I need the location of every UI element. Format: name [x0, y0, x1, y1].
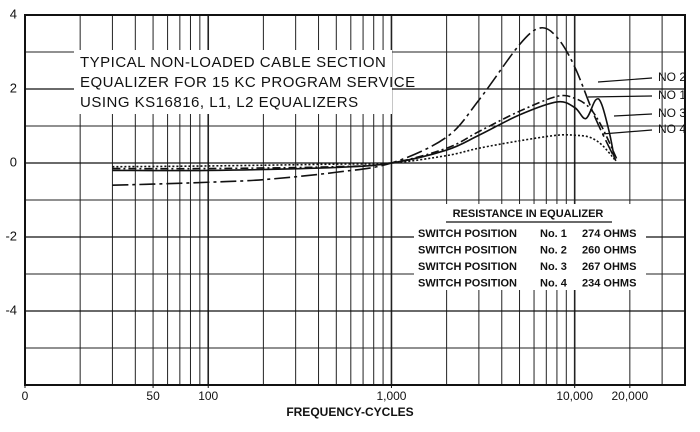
- series: [112, 26, 618, 186]
- table-cell: No. 4: [540, 277, 568, 289]
- resistance-table: RESISTANCE IN EQUALIZER SWITCH POSITION No…: [414, 204, 646, 290]
- table-cell: 267 OHMS: [582, 261, 636, 273]
- legend-pointer: [597, 77, 653, 83]
- table-cell: SWITCH POSITION: [418, 244, 517, 256]
- table-cell: SWITCH POSITION: [418, 228, 517, 240]
- legend-label: NO 4: [658, 122, 686, 136]
- legend-label: NO 2: [658, 70, 686, 84]
- series-line: [112, 97, 616, 172]
- table-title: RESISTANCE IN EQUALIZER: [453, 208, 604, 220]
- table-cell: 274 OHMS: [582, 228, 636, 240]
- annotation: USING KS16816, L1, L2 EQUALIZERS: [80, 94, 359, 111]
- legend-pointer: [587, 95, 653, 98]
- legend: NO 2 NO 1 NO 3 NO 4: [587, 70, 686, 136]
- x-tick-label: 0: [22, 389, 29, 403]
- plot-frame: [24, 14, 686, 386]
- table-cell: SWITCH POSITION: [418, 277, 517, 289]
- x-tick-label: 20,000: [611, 389, 648, 403]
- series-line: [112, 133, 616, 168]
- table-cell: 234 OHMS: [582, 277, 636, 289]
- legend-label: NO 3: [658, 106, 686, 120]
- table-cell: No. 3: [540, 261, 567, 273]
- table-cell: No. 2: [540, 244, 567, 256]
- table-cell: No. 1: [540, 228, 567, 240]
- legend-label: NO 1: [658, 88, 686, 102]
- legend-pointer: [613, 113, 653, 117]
- series-line: [112, 26, 618, 186]
- y-tick-label: 0: [10, 154, 17, 169]
- x-tick-label: 1,000: [376, 389, 406, 403]
- y-tick-label: 4: [10, 6, 17, 21]
- table-cell: 260 OHMS: [582, 244, 636, 256]
- y-tick-label: -4: [5, 302, 17, 317]
- x-tick-label: 10,000: [556, 389, 593, 403]
- x-tick-label: 50: [146, 389, 160, 403]
- y-tick-label: -2: [5, 228, 17, 243]
- legend-pointer: [601, 129, 653, 135]
- table-cell: SWITCH POSITION: [418, 261, 517, 273]
- y-tick-label: 2: [10, 80, 17, 95]
- title-box: [74, 50, 392, 114]
- annotation: TYPICAL NON-LOADED CABLE SECTION: [80, 54, 386, 71]
- x-axis-label: FREQUENCY-CYCLES: [286, 405, 413, 419]
- series-line: [112, 94, 618, 170]
- x-tick-label: 100: [198, 389, 218, 403]
- annotation: EQUALIZER FOR 15 KC PROGRAM SERVICE: [80, 74, 416, 91]
- table-background: [414, 204, 646, 290]
